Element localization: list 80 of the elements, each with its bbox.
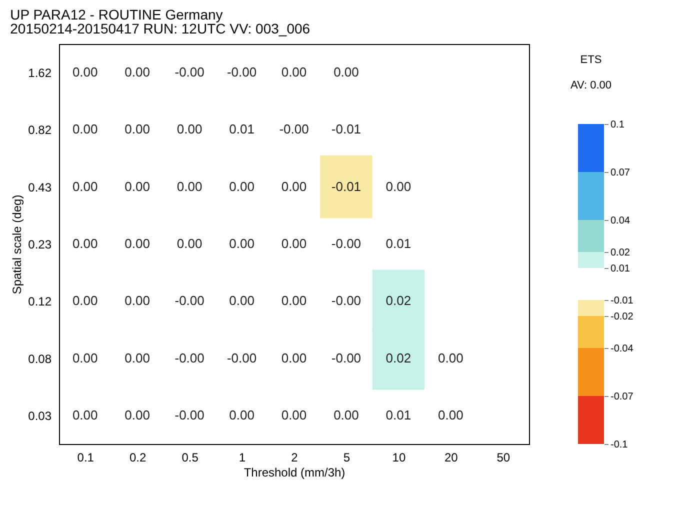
data-label: 0.00	[281, 293, 307, 308]
data-label: 0.00	[124, 293, 150, 308]
y-tick-label: 0.03	[28, 408, 52, 423]
data-label: 0.00	[281, 407, 307, 422]
x-tick-label: 20	[444, 450, 458, 464]
data-label: 0.00	[281, 236, 307, 251]
data-label: -0.00	[279, 122, 309, 137]
data-label: 0.00	[281, 350, 307, 366]
x-axis-title: Threshold (mm/3h)	[244, 466, 346, 480]
data-label: 0.01	[386, 407, 412, 422]
data-label: 0.00	[124, 407, 150, 422]
data-label: 0.00	[229, 293, 254, 308]
data-label: 0.00	[438, 407, 464, 422]
y-tick-label: 0.08	[28, 352, 52, 366]
color-bar-label: 0.01	[610, 264, 630, 274]
y-tick-label: 0.23	[28, 238, 52, 252]
y-tick-label: 0.82	[28, 123, 52, 138]
data-label: 0.00	[438, 350, 464, 366]
data-label: -0.00	[174, 64, 204, 80]
x-tick-label: 2	[291, 450, 298, 464]
data-label: 0.00	[176, 122, 202, 137]
x-tick-label: 10	[392, 450, 406, 464]
data-label: 0.00	[72, 407, 98, 422]
x-tick-label: 50	[496, 450, 510, 464]
data-label: 0.00	[229, 178, 254, 194]
legend-title: ETS	[580, 54, 602, 66]
data-label: 0.00	[124, 64, 150, 80]
x-tick-label: 0.1	[77, 450, 94, 464]
data-label: -0.00	[331, 236, 362, 251]
data-label: 0.01	[386, 236, 412, 251]
data-label: 0.00	[386, 178, 412, 194]
y-axis-title: Spatial scale (deg)	[10, 194, 24, 294]
data-label: -0.00	[331, 350, 362, 366]
color-bar-label: -0.1	[610, 440, 628, 450]
color-bar-label: 0.04	[610, 216, 630, 226]
data-label: 0.00	[124, 350, 150, 366]
data-label: -0.01	[331, 178, 362, 194]
x-tick-label: 5	[343, 450, 350, 464]
data-label: -0.00	[226, 64, 257, 80]
y-tick-label: 0.12	[28, 294, 52, 309]
data-label: 0.00	[176, 178, 202, 194]
data-label: 0.00	[281, 64, 307, 80]
data-label: -0.00	[174, 350, 204, 366]
color-bar-label: -0.07	[610, 392, 634, 402]
x-tick-label: 0.5	[182, 450, 199, 464]
data-label: 0.00	[124, 236, 150, 251]
data-label: 0.00	[72, 122, 98, 137]
color-bar-label: 0.07	[610, 168, 630, 178]
chart-title: UP PARA12 - ROUTINE Germany	[10, 6, 223, 23]
data-label: -0.00	[174, 293, 204, 308]
text: AV: 0.00	[570, 80, 612, 92]
data-label: -0.00	[331, 293, 362, 308]
color-bar-label: 0.1	[610, 120, 625, 130]
data-label: 0.02	[386, 350, 412, 366]
data-label: 0.00	[72, 236, 98, 251]
color-bar-label: -0.01	[610, 296, 634, 306]
data-label: -0.00	[174, 407, 204, 422]
data-label: 0.00	[229, 407, 254, 422]
data-label: 0.00	[281, 178, 307, 194]
data-label: -0.00	[226, 350, 257, 366]
data-label: 0.00	[124, 178, 150, 194]
data-label: 0.00	[72, 178, 98, 194]
data-label: 0.00	[334, 407, 359, 422]
color-bar-label: -0.04	[610, 344, 634, 354]
x-tick-label: 1	[238, 450, 246, 464]
data-label: 0.00	[72, 293, 98, 308]
data-label: 0.00	[229, 236, 254, 251]
y-tick-label: 1.62	[28, 66, 52, 80]
data-label: 0.00	[72, 350, 98, 366]
x-tick-label: 0.2	[129, 450, 146, 464]
y-tick-label: 0.43	[28, 180, 52, 194]
data-label: 0.00	[72, 64, 98, 80]
data-label: 0.00	[334, 64, 359, 80]
data-label: 0.00	[176, 236, 202, 251]
data-label: 0.02	[386, 293, 412, 308]
data-label: -0.01	[331, 122, 362, 137]
color-bar-label: -0.02	[610, 312, 634, 322]
data-label: 0.01	[229, 122, 254, 137]
color-bar-label: 0.02	[610, 248, 630, 258]
data-label: 0.00	[124, 122, 150, 137]
